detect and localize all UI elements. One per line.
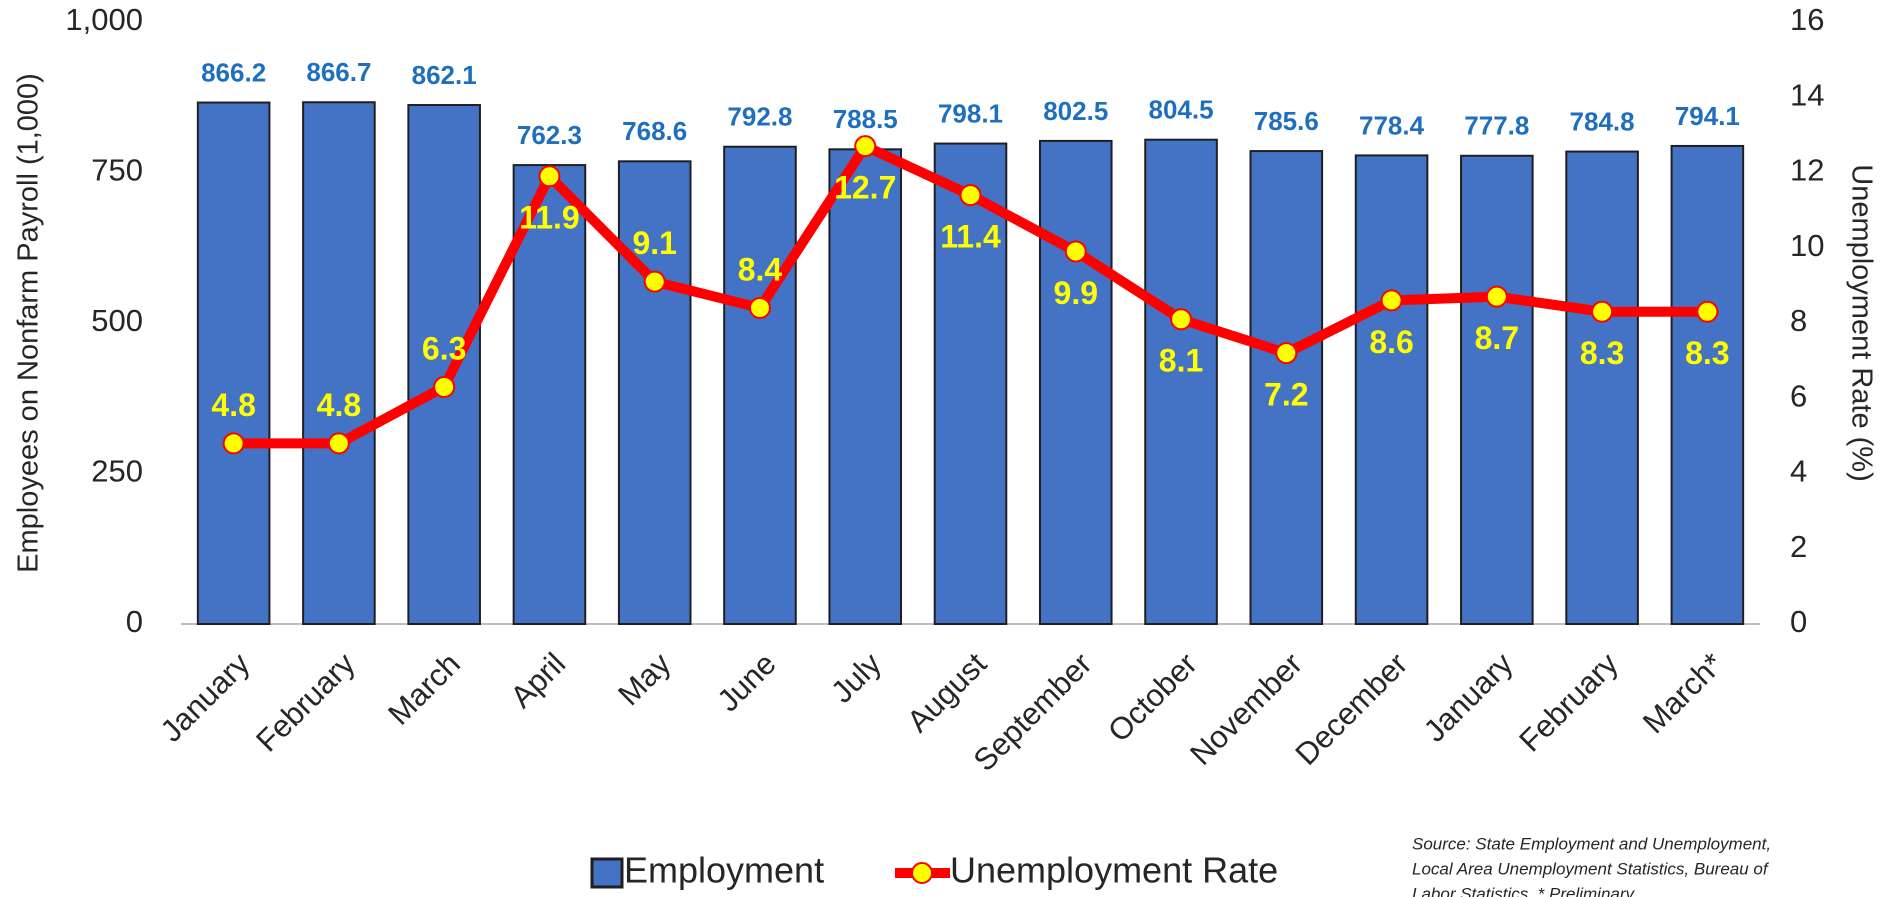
y-tick-label: 0 bbox=[126, 604, 143, 639]
y2-tick-label: 14 bbox=[1790, 77, 1824, 112]
legend: Employment Unemployment Rate bbox=[590, 850, 1278, 891]
y2-tick-label: 10 bbox=[1790, 228, 1824, 263]
line-marker bbox=[1696, 300, 1719, 323]
bar bbox=[933, 142, 1008, 625]
bar bbox=[617, 160, 692, 625]
line-marker bbox=[538, 165, 561, 188]
bar-value-label: 762.3 bbox=[517, 120, 582, 150]
line-value-label: 11.4 bbox=[940, 219, 1001, 255]
line-value-label: 4.8 bbox=[211, 387, 255, 423]
legend-swatch bbox=[590, 857, 624, 889]
x-tick-label: August bbox=[900, 646, 993, 739]
bar-value-label: 788.5 bbox=[833, 104, 898, 134]
y-tick-label: 250 bbox=[91, 454, 143, 489]
line-value-label: 9.9 bbox=[1054, 275, 1098, 311]
x-tick-label: July bbox=[824, 646, 888, 710]
y2-tick-label: 6 bbox=[1790, 378, 1807, 413]
line-value-label: 8.7 bbox=[1475, 320, 1519, 356]
bar bbox=[1038, 139, 1113, 626]
bar bbox=[1354, 154, 1429, 625]
line-value-label: 8.4 bbox=[738, 251, 783, 287]
line-marker bbox=[1485, 285, 1508, 308]
bar bbox=[407, 104, 481, 625]
line-value-label: 4.8 bbox=[317, 387, 361, 423]
x-tick-label: January bbox=[154, 646, 257, 749]
x-tick-label: June bbox=[710, 646, 782, 718]
bar-value-label: 777.8 bbox=[1464, 111, 1529, 141]
line-value-label: 8.6 bbox=[1369, 324, 1413, 360]
y-tick-label: 1,000 bbox=[65, 2, 143, 37]
line-value-label: 11.9 bbox=[519, 200, 580, 236]
line-marker bbox=[327, 432, 350, 455]
y2-axis-label: Unemployment Rate (%) bbox=[1845, 164, 1877, 482]
line-marker bbox=[1275, 342, 1298, 365]
bar bbox=[512, 164, 587, 625]
x-tick-label: April bbox=[504, 646, 573, 715]
line-marker bbox=[643, 270, 666, 293]
bar-value-label: 794.1 bbox=[1675, 101, 1740, 131]
bar bbox=[1249, 150, 1324, 626]
y2-tick-label: 0 bbox=[1790, 604, 1807, 639]
bar bbox=[1670, 144, 1745, 625]
legend-label: Employment bbox=[624, 850, 824, 891]
bar bbox=[196, 101, 271, 625]
x-tick-label: March bbox=[381, 646, 467, 732]
line-value-label: 8.1 bbox=[1159, 343, 1203, 379]
source-note: Local Area Unemployment Statistics, Bure… bbox=[1412, 859, 1770, 878]
y2-tick-label: 12 bbox=[1790, 153, 1824, 188]
line-value-label: 12.7 bbox=[834, 170, 896, 206]
y-tick-label: 500 bbox=[91, 303, 143, 338]
source-note: Labor Statistics. * Preliminary bbox=[1412, 884, 1636, 897]
bar bbox=[302, 101, 376, 626]
line-marker bbox=[1170, 308, 1193, 331]
line-value-label: 9.1 bbox=[632, 225, 676, 261]
x-tick-label: February bbox=[1512, 646, 1625, 759]
bar bbox=[1144, 138, 1218, 625]
bar bbox=[1460, 154, 1534, 625]
x-tick-label: May bbox=[611, 646, 678, 713]
y2-tick-label: 4 bbox=[1790, 454, 1807, 489]
line-value-label: 8.3 bbox=[1580, 335, 1624, 371]
line-marker bbox=[433, 375, 456, 398]
y2-tick-label: 16 bbox=[1790, 2, 1824, 37]
legend-swatch bbox=[911, 862, 933, 884]
bar-value-label: 802.5 bbox=[1043, 96, 1108, 126]
bar-value-label: 778.4 bbox=[1359, 110, 1425, 140]
line-value-label: 7.2 bbox=[1264, 377, 1308, 413]
bar-value-label: 785.6 bbox=[1254, 106, 1319, 136]
x-tick-label: October bbox=[1101, 646, 1204, 749]
bar-value-label: 862.1 bbox=[412, 60, 477, 90]
line-marker bbox=[959, 184, 982, 207]
bar bbox=[723, 145, 797, 625]
y2-tick-label: 2 bbox=[1790, 529, 1807, 564]
y-tick-label: 750 bbox=[91, 153, 143, 188]
bar-value-label: 798.1 bbox=[938, 98, 1003, 128]
line-marker bbox=[222, 432, 245, 455]
bar-value-label: 866.7 bbox=[306, 57, 371, 87]
bar bbox=[828, 148, 903, 625]
source-note: Source: State Employment and Unemploymen… bbox=[1412, 834, 1771, 853]
bar-value-label: 768.6 bbox=[622, 116, 687, 146]
line-marker bbox=[748, 296, 771, 319]
y2-tick-label: 8 bbox=[1790, 303, 1807, 338]
bar-value-label: 866.2 bbox=[201, 57, 266, 87]
bar-value-label: 792.8 bbox=[727, 102, 792, 132]
legend-label: Unemployment Rate bbox=[950, 850, 1278, 891]
line-value-label: 8.3 bbox=[1685, 335, 1729, 371]
y-axis-label: Employees on Nonfarm Payroll (1,000) bbox=[13, 73, 45, 573]
line-marker bbox=[854, 135, 877, 158]
line-value-label: 6.3 bbox=[422, 330, 466, 366]
x-tick-label: January bbox=[1417, 646, 1520, 749]
bar-value-label: 784.8 bbox=[1570, 106, 1635, 136]
line-marker bbox=[1064, 240, 1087, 263]
x-tick-label: November bbox=[1183, 646, 1309, 772]
bar bbox=[1565, 150, 1639, 625]
x-tick-label: February bbox=[249, 646, 362, 759]
line-marker bbox=[1591, 300, 1614, 323]
x-tick-label: March* bbox=[1636, 646, 1730, 740]
x-tick-label: December bbox=[1288, 646, 1414, 772]
line-marker bbox=[1380, 289, 1403, 312]
bar-value-label: 804.5 bbox=[1148, 95, 1213, 125]
